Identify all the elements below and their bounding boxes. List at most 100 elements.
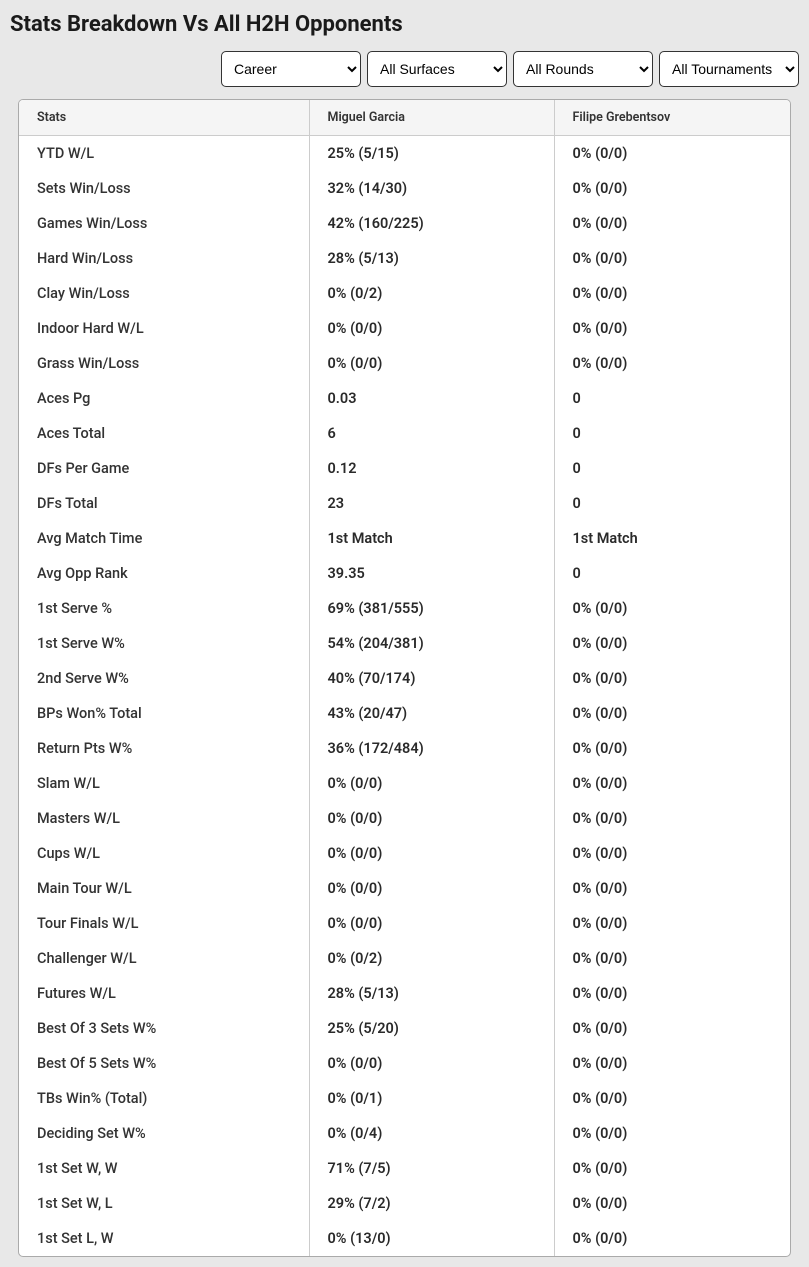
col-header-stats: Stats — [19, 100, 309, 136]
stat-label: DFs Total — [19, 486, 309, 521]
table-row: Deciding Set W%0% (0/4)0% (0/0) — [19, 1116, 790, 1151]
stat-label: Grass Win/Loss — [19, 346, 309, 381]
stat-value-player2: 0 — [554, 381, 790, 416]
stat-label: Slam W/L — [19, 766, 309, 801]
filter-period-select[interactable]: Career — [221, 51, 361, 87]
stat-value-player1: 42% (160/225) — [309, 206, 554, 241]
stat-value-player2: 0% (0/0) — [554, 1081, 790, 1116]
stat-value-player1: 0% (13/0) — [309, 1221, 554, 1256]
stat-value-player2: 0% (0/0) — [554, 1046, 790, 1081]
table-row: 1st Set W, L29% (7/2)0% (0/0) — [19, 1186, 790, 1221]
table-row: DFs Per Game0.120 — [19, 451, 790, 486]
stat-value-player1: 43% (20/47) — [309, 696, 554, 731]
table-row: Grass Win/Loss0% (0/0)0% (0/0) — [19, 346, 790, 381]
stat-value-player2: 0% (0/0) — [554, 1011, 790, 1046]
table-row: Sets Win/Loss32% (14/30)0% (0/0) — [19, 171, 790, 206]
col-header-player2: Filipe Grebentsov — [554, 100, 790, 136]
stat-value-player1: 25% (5/20) — [309, 1011, 554, 1046]
stat-value-player2: 0% (0/0) — [554, 871, 790, 906]
stat-label: 1st Serve W% — [19, 626, 309, 661]
stat-value-player1: 0% (0/4) — [309, 1116, 554, 1151]
stat-value-player2: 0% (0/0) — [554, 836, 790, 871]
stat-value-player2: 0% (0/0) — [554, 276, 790, 311]
stat-label: Best Of 3 Sets W% — [19, 1011, 309, 1046]
table-row: 1st Set L, W0% (13/0)0% (0/0) — [19, 1221, 790, 1256]
stat-value-player1: 6 — [309, 416, 554, 451]
stat-value-player1: 23 — [309, 486, 554, 521]
stat-value-player2: 0% (0/0) — [554, 696, 790, 731]
stat-value-player2: 0% (0/0) — [554, 1221, 790, 1256]
stat-value-player1: 0.03 — [309, 381, 554, 416]
stat-label: TBs Win% (Total) — [19, 1081, 309, 1116]
stat-label: Masters W/L — [19, 801, 309, 836]
stat-value-player1: 54% (204/381) — [309, 626, 554, 661]
stat-value-player1: 0% (0/0) — [309, 346, 554, 381]
table-row: Cups W/L0% (0/0)0% (0/0) — [19, 836, 790, 871]
stat-value-player1: 40% (70/174) — [309, 661, 554, 696]
stat-value-player2: 0% (0/0) — [554, 801, 790, 836]
stat-label: Tour Finals W/L — [19, 906, 309, 941]
stat-value-player1: 0% (0/0) — [309, 766, 554, 801]
stat-label: Challenger W/L — [19, 941, 309, 976]
filter-round-select[interactable]: All Rounds — [513, 51, 653, 87]
stat-label: Return Pts W% — [19, 731, 309, 766]
table-header-row: Stats Miguel Garcia Filipe Grebentsov — [19, 100, 790, 136]
stat-value-player1: 28% (5/13) — [309, 976, 554, 1011]
table-row: 1st Serve W%54% (204/381)0% (0/0) — [19, 626, 790, 661]
stat-value-player2: 0% (0/0) — [554, 591, 790, 626]
stat-label: Sets Win/Loss — [19, 171, 309, 206]
table-row: Futures W/L28% (5/13)0% (0/0) — [19, 976, 790, 1011]
stat-label: Aces Total — [19, 416, 309, 451]
page-title: Stats Breakdown Vs All H2H Opponents — [10, 12, 799, 37]
table-row: Slam W/L0% (0/0)0% (0/0) — [19, 766, 790, 801]
stat-label: Futures W/L — [19, 976, 309, 1011]
stat-label: 1st Set W, W — [19, 1151, 309, 1186]
stat-value-player1: 69% (381/555) — [309, 591, 554, 626]
stat-label: BPs Won% Total — [19, 696, 309, 731]
stat-value-player1: 25% (5/15) — [309, 136, 554, 171]
stat-value-player2: 0% (0/0) — [554, 731, 790, 766]
table-row: Main Tour W/L0% (0/0)0% (0/0) — [19, 871, 790, 906]
stat-value-player2: 0 — [554, 416, 790, 451]
filter-surface-select[interactable]: All Surfaces — [367, 51, 507, 87]
stat-label: Clay Win/Loss — [19, 276, 309, 311]
stat-value-player2: 0% (0/0) — [554, 906, 790, 941]
stat-value-player2: 0% (0/0) — [554, 206, 790, 241]
table-row: Challenger W/L0% (0/2)0% (0/0) — [19, 941, 790, 976]
filter-bar: Career All Surfaces All Rounds All Tourn… — [10, 51, 799, 87]
stat-label: 1st Set W, L — [19, 1186, 309, 1221]
stat-label: 2nd Serve W% — [19, 661, 309, 696]
table-row: Masters W/L0% (0/0)0% (0/0) — [19, 801, 790, 836]
table-row: 2nd Serve W%40% (70/174)0% (0/0) — [19, 661, 790, 696]
table-row: TBs Win% (Total)0% (0/1)0% (0/0) — [19, 1081, 790, 1116]
stat-value-player2: 0% (0/0) — [554, 976, 790, 1011]
table-row: YTD W/L25% (5/15)0% (0/0) — [19, 136, 790, 171]
col-header-player1: Miguel Garcia — [309, 100, 554, 136]
stat-value-player1: 71% (7/5) — [309, 1151, 554, 1186]
table-row: Aces Total60 — [19, 416, 790, 451]
stat-value-player1: 0.12 — [309, 451, 554, 486]
table-row: 1st Set W, W71% (7/5)0% (0/0) — [19, 1151, 790, 1186]
stat-value-player2: 0% (0/0) — [554, 766, 790, 801]
filter-tournament-select[interactable]: All Tournaments — [659, 51, 799, 87]
stat-value-player2: 0% (0/0) — [554, 1116, 790, 1151]
stat-value-player2: 0 — [554, 486, 790, 521]
table-row: Indoor Hard W/L0% (0/0)0% (0/0) — [19, 311, 790, 346]
stat-value-player2: 0 — [554, 556, 790, 591]
stat-label: YTD W/L — [19, 136, 309, 171]
stat-value-player1: 0% (0/2) — [309, 941, 554, 976]
table-row: Clay Win/Loss0% (0/2)0% (0/0) — [19, 276, 790, 311]
stat-label: Avg Match Time — [19, 521, 309, 556]
stat-value-player2: 0% (0/0) — [554, 311, 790, 346]
stat-value-player2: 0 — [554, 451, 790, 486]
stat-label: Cups W/L — [19, 836, 309, 871]
stat-value-player1: 0% (0/0) — [309, 801, 554, 836]
stat-value-player1: 0% (0/0) — [309, 906, 554, 941]
stat-value-player1: 0% (0/0) — [309, 836, 554, 871]
stat-label: 1st Serve % — [19, 591, 309, 626]
stat-value-player2: 1st Match — [554, 521, 790, 556]
stat-value-player2: 0% (0/0) — [554, 1186, 790, 1221]
stat-label: Main Tour W/L — [19, 871, 309, 906]
stat-value-player2: 0% (0/0) — [554, 1151, 790, 1186]
stat-label: DFs Per Game — [19, 451, 309, 486]
